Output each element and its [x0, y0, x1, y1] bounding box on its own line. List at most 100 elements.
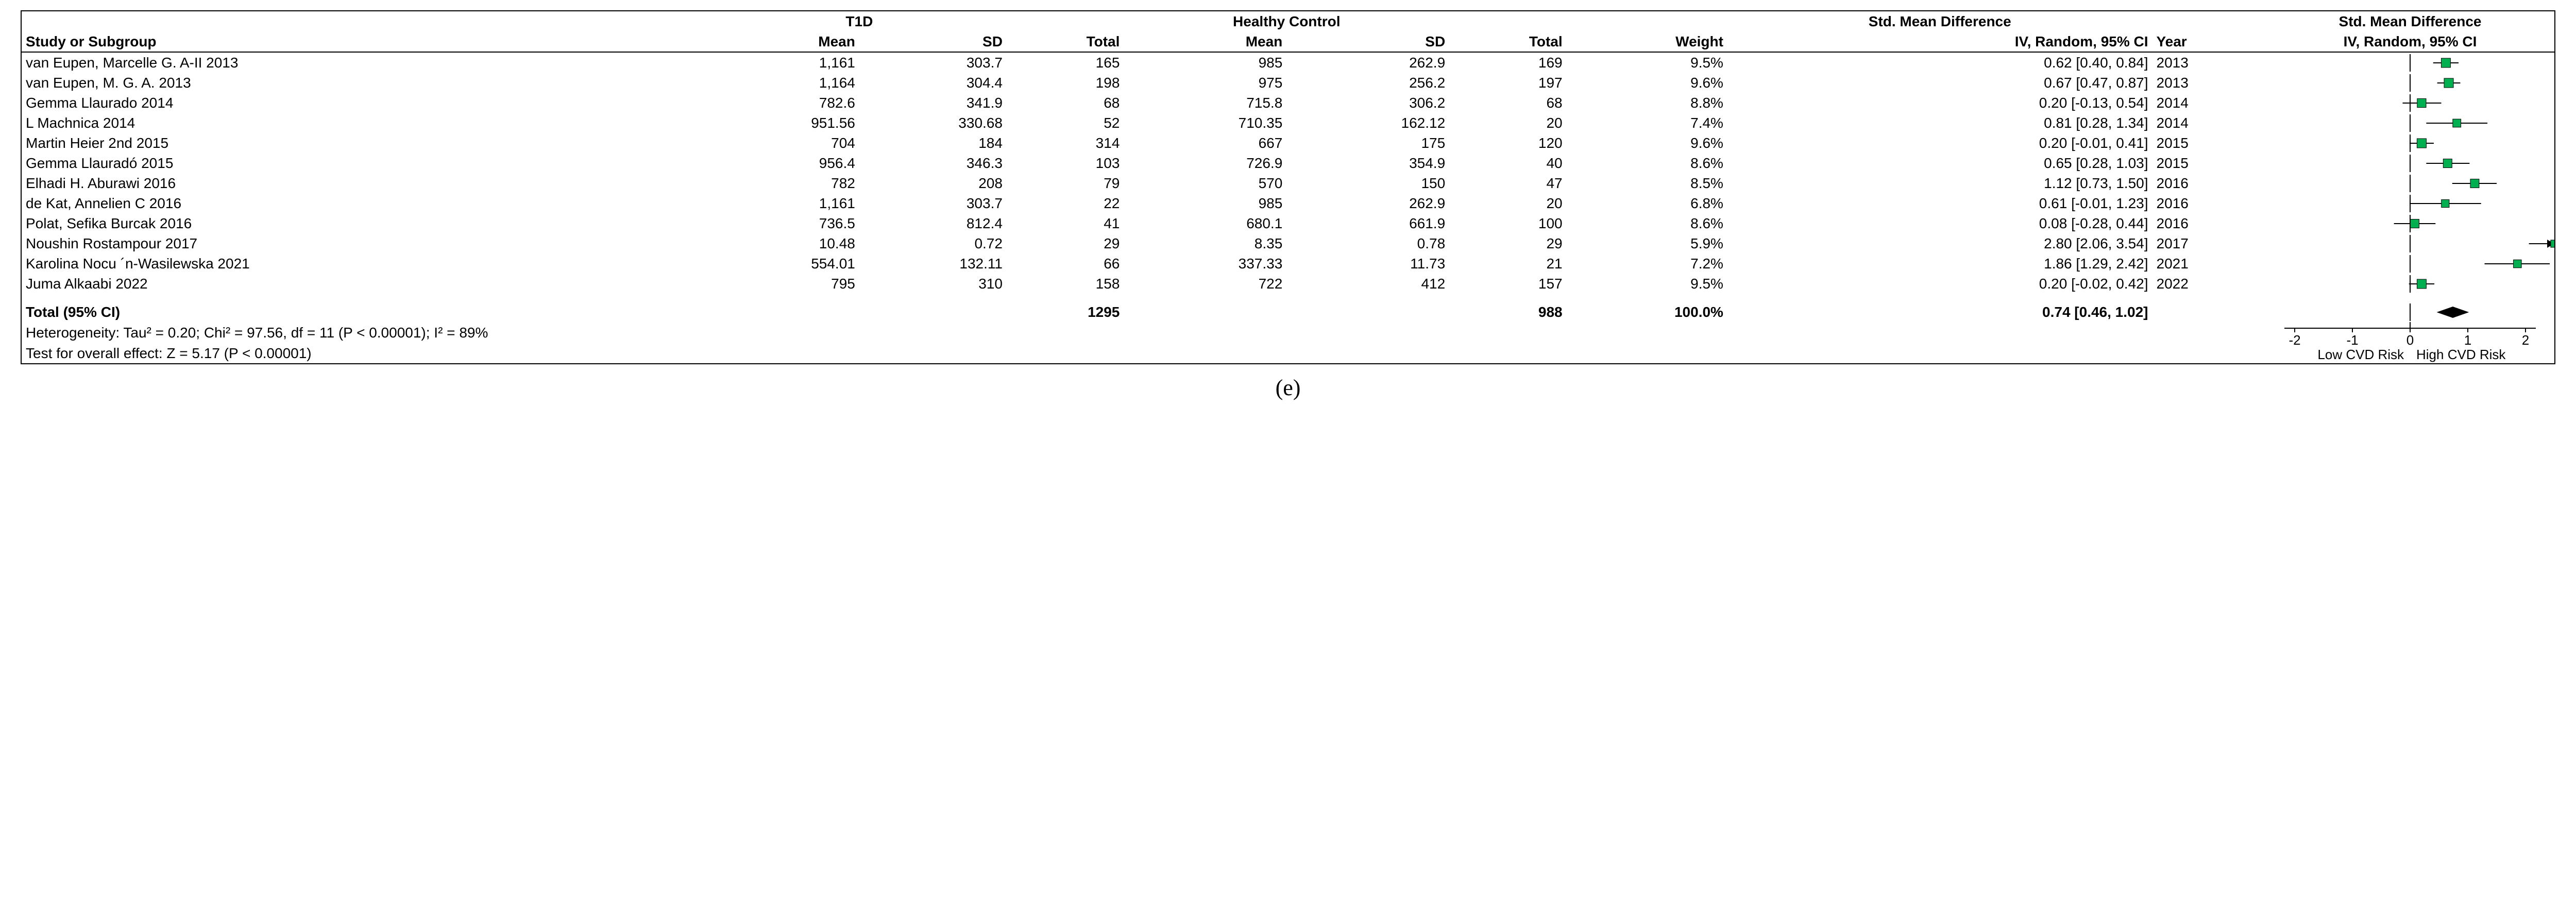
- hc-total: 197: [1449, 73, 1566, 93]
- hc-mean: 667: [1124, 133, 1286, 153]
- t1-total: 41: [1007, 213, 1124, 233]
- hdr-ci: IV, Random, 95% CI: [1727, 31, 2153, 52]
- weight: 8.6%: [1567, 213, 1727, 233]
- year: 2013: [2153, 73, 2266, 93]
- total-ci: 0.74 [0.46, 1.02]: [1727, 302, 2153, 322]
- hc-mean: 985: [1124, 52, 1286, 73]
- hc-sd: 175: [1286, 133, 1449, 153]
- hc-mean: 8.35: [1124, 233, 1286, 253]
- group2-header: Healthy Control: [1124, 11, 1449, 31]
- t1-sd: 330.68: [859, 113, 1007, 133]
- study-name: Gemma Llaurado 2014: [22, 93, 712, 113]
- effect-ci: 0.81 [0.28, 1.34]: [1727, 113, 2153, 133]
- study-name: Karolina Nocu ´n-Wasilewska 2021: [22, 253, 712, 274]
- t1-mean: 1,164: [712, 73, 859, 93]
- forest-marker: [2266, 114, 2554, 132]
- hc-mean: 722: [1124, 274, 1286, 294]
- year: 2014: [2153, 93, 2266, 113]
- svg-text:0: 0: [2406, 332, 2414, 348]
- forest-marker: [2266, 74, 2554, 92]
- table-row: van Eupen, Marcelle G. A-II 2013 1,161 3…: [22, 52, 2554, 73]
- weight: 8.6%: [1567, 153, 1727, 173]
- weight: 9.5%: [1567, 274, 1727, 294]
- hdr-weight: Weight: [1567, 31, 1727, 52]
- weight: 9.6%: [1567, 133, 1727, 153]
- effect-ci: 0.20 [-0.13, 0.54]: [1727, 93, 2153, 113]
- year: 2016: [2153, 213, 2266, 233]
- t1-sd: 341.9: [859, 93, 1007, 113]
- forest-marker: [2266, 275, 2554, 293]
- forest-plot-container: T1D Healthy Control Std. Mean Difference…: [21, 10, 2555, 364]
- weight: 9.6%: [1567, 73, 1727, 93]
- total-weight: 100.0%: [1567, 302, 1727, 322]
- weight: 7.2%: [1567, 253, 1727, 274]
- forest-marker: [2266, 255, 2554, 273]
- forest-marker: [2266, 175, 2554, 192]
- study-name: van Eupen, Marcelle G. A-II 2013: [22, 52, 712, 73]
- year: 2013: [2153, 52, 2266, 73]
- hc-sd: 256.2: [1286, 73, 1449, 93]
- t1-total: 314: [1007, 133, 1124, 153]
- t1-total: 103: [1007, 153, 1124, 173]
- hdr-t1-mean: Mean: [712, 31, 859, 52]
- forest-table: T1D Healthy Control Std. Mean Difference…: [22, 11, 2554, 363]
- study-name: Martin Heier 2nd 2015: [22, 133, 712, 153]
- hc-mean: 726.9: [1124, 153, 1286, 173]
- effect-ci: 0.61 [-0.01, 1.23]: [1727, 193, 2153, 213]
- study-name: Noushin Rostampour 2017: [22, 233, 712, 253]
- hdr-hc-sd: SD: [1286, 31, 1449, 52]
- effect-ci: 0.08 [-0.28, 0.44]: [1727, 213, 2153, 233]
- t1-sd: 0.72: [859, 233, 1007, 253]
- hc-sd: 412: [1286, 274, 1449, 294]
- effect-ci: 0.67 [0.47, 0.87]: [1727, 73, 2153, 93]
- forest-marker: [2266, 235, 2554, 252]
- total-row: Total (95% CI) 1295 988 100.0% 0.74 [0.4…: [22, 302, 2554, 322]
- study-name: Polat, Sefika Burcak 2016: [22, 213, 712, 233]
- hc-total: 20: [1449, 193, 1566, 213]
- t1-sd: 303.7: [859, 52, 1007, 73]
- forest-marker: [2266, 54, 2554, 72]
- t1-total: 52: [1007, 113, 1124, 133]
- year: 2017: [2153, 233, 2266, 253]
- table-row: Gemma Llauradó 2015 956.4 346.3 103 726.…: [22, 153, 2554, 173]
- hc-total: 157: [1449, 274, 1566, 294]
- t1-mean: 951.56: [712, 113, 859, 133]
- hc-sd: 262.9: [1286, 193, 1449, 213]
- t1-mean: 1,161: [712, 193, 859, 213]
- hc-mean: 570: [1124, 173, 1286, 193]
- t1-sd: 208: [859, 173, 1007, 193]
- t1-sd: 303.7: [859, 193, 1007, 213]
- hdr-t1-sd: SD: [859, 31, 1007, 52]
- weight: 7.4%: [1567, 113, 1727, 133]
- study-name: Gemma Llauradó 2015: [22, 153, 712, 173]
- effect-ci: 0.20 [-0.02, 0.42]: [1727, 274, 2153, 294]
- study-name: L Machnica 2014: [22, 113, 712, 133]
- t1-mean: 704: [712, 133, 859, 153]
- hc-total: 40: [1449, 153, 1566, 173]
- hc-sd: 0.78: [1286, 233, 1449, 253]
- forest-marker: [2266, 134, 2554, 152]
- t1-total: 22: [1007, 193, 1124, 213]
- table-row: Elhadi H. Aburawi 2016 782 208 79 570 15…: [22, 173, 2554, 193]
- effect-ci: 0.62 [0.40, 0.84]: [1727, 52, 2153, 73]
- svg-text:Low CVD Risk: Low CVD Risk: [2317, 347, 2404, 362]
- hc-sd: 150: [1286, 173, 1449, 193]
- weight: 6.8%: [1567, 193, 1727, 213]
- t1-mean: 782: [712, 173, 859, 193]
- svg-text:High CVD Risk: High CVD Risk: [2416, 347, 2506, 362]
- weight: 8.8%: [1567, 93, 1727, 113]
- t1-mean: 956.4: [712, 153, 859, 173]
- svg-text:-2: -2: [2289, 332, 2300, 348]
- t1-mean: 782.6: [712, 93, 859, 113]
- t1-sd: 132.11: [859, 253, 1007, 274]
- t1-sd: 812.4: [859, 213, 1007, 233]
- t1-total: 79: [1007, 173, 1124, 193]
- hc-sd: 162.12: [1286, 113, 1449, 133]
- year: 2022: [2153, 274, 2266, 294]
- weight: 9.5%: [1567, 52, 1727, 73]
- forest-marker: [2266, 195, 2554, 212]
- study-name: de Kat, Annelien C 2016: [22, 193, 712, 213]
- t1-total: 68: [1007, 93, 1124, 113]
- table-row: van Eupen, M. G. A. 2013 1,164 304.4 198…: [22, 73, 2554, 93]
- hc-sd: 11.73: [1286, 253, 1449, 274]
